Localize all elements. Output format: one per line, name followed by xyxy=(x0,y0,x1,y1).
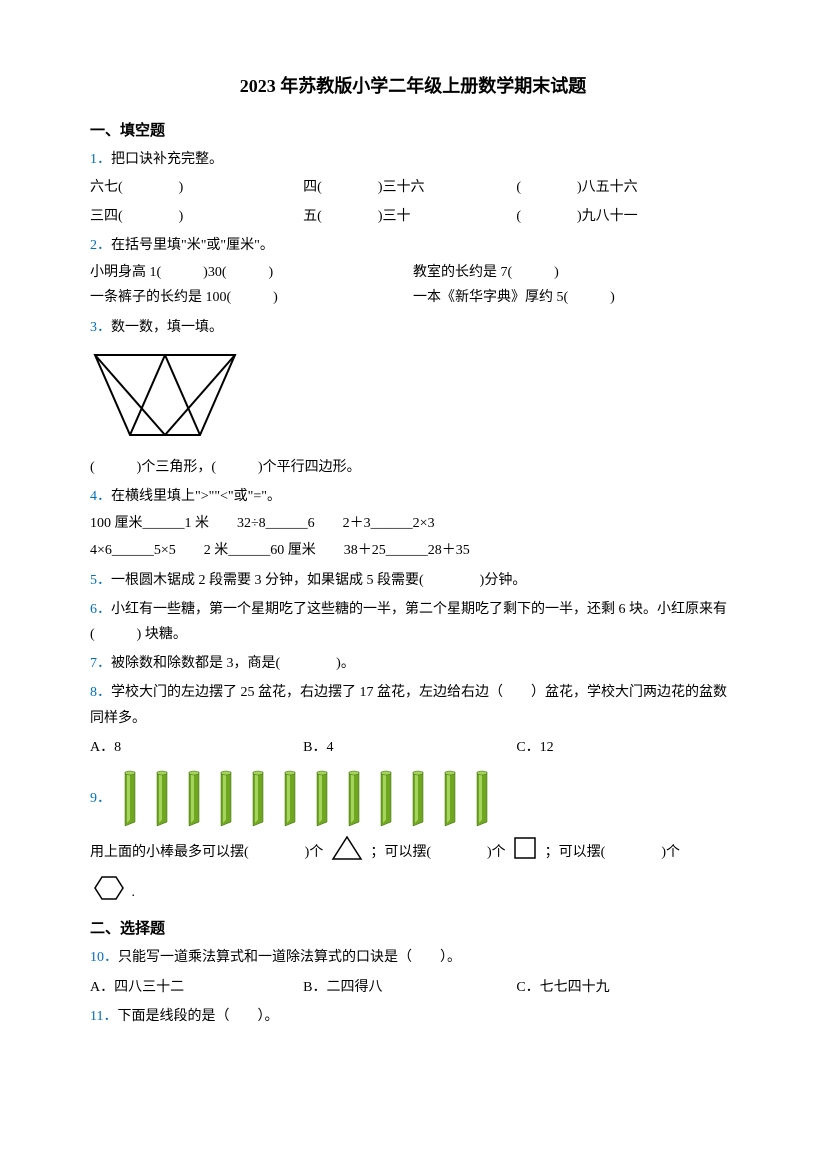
question-4: 4．在横线里填上">""<"或"="。 100 厘米______1 米 32÷8… xyxy=(90,484,736,564)
q5-num: 5． xyxy=(90,573,111,588)
question-6: 6．小红有一些糖，第一个星期吃了这些糖的一半，第二个星期吃了剩下的一半，还剩 6… xyxy=(90,597,736,647)
q9-l1a: 用上面的小棒最多可以摆( )个 xyxy=(90,845,323,860)
sticks-diagram xyxy=(117,770,495,828)
q3-num: 3． xyxy=(90,320,111,335)
q10-num: 10． xyxy=(90,950,118,965)
q3-answer: ( )个三角形，( )个平行四边形。 xyxy=(90,455,736,480)
q4-l2: 4×6______5×5 2 米______60 厘米 38＋25______2… xyxy=(90,538,736,563)
q9-l1c: ；可以摆( )个 xyxy=(545,845,680,860)
q8-optA: A．8 xyxy=(90,735,303,760)
question-8: 8．学校大门的左边摆了 25 盆花，右边摆了 17 盆花，左边给右边（ ）盆花，… xyxy=(90,680,736,760)
q7-text: 被除数和除数都是 3，商是( )。 xyxy=(111,656,355,671)
question-10: 10．只能写一道乘法算式和一道除法算式的口诀是（ ）。 A．四八三十二 B．二四… xyxy=(90,945,736,999)
q8-num: 8． xyxy=(90,685,111,700)
q11-text: 下面是线段的是（ ）。 xyxy=(117,1009,278,1024)
q8-optC: C．12 xyxy=(516,735,729,760)
q1-text: 把口诀补充完整。 xyxy=(111,152,223,167)
q10-text: 只能写一道乘法算式和一道除法算式的口诀是（ ）。 xyxy=(118,950,461,965)
q6-text: 小红有一些糖，第一个星期吃了这些糖的一半，第二个星期吃了剩下的一半，还剩 6 块… xyxy=(90,602,727,642)
q6-num: 6． xyxy=(90,602,111,617)
q2-l2b: 一本《新华字典》厚约 5( ) xyxy=(413,285,615,310)
q2-text: 在括号里填"米"或"厘米"。 xyxy=(111,238,274,253)
section1-header: 一、填空题 xyxy=(90,118,736,145)
q4-num: 4． xyxy=(90,489,111,504)
question-11: 11．下面是线段的是（ ）。 xyxy=(90,1004,736,1029)
section2-header: 二、选择题 xyxy=(90,916,736,943)
q7-num: 7． xyxy=(90,656,111,671)
q1-r2c: ( )九八十一 xyxy=(516,204,729,229)
q2-l1b: 教室的长约是 7( ) xyxy=(413,260,559,285)
question-3: 3．数一数，填一填。 ( )个三角形，( )个平行四边形。 xyxy=(90,315,736,481)
q9-num: 9． xyxy=(90,786,111,811)
q2-l1a: 小明身高 1( )30( ) xyxy=(90,260,413,285)
q1-r1c: ( )八五十六 xyxy=(516,175,729,200)
q3-diagram xyxy=(90,350,736,449)
question-1: 1．把口诀补充完整。 六七( ) 四( )三十六 ( )八五十六 三四( ) 五… xyxy=(90,147,736,229)
q1-num: 1． xyxy=(90,152,111,167)
hexagon-icon xyxy=(93,873,125,912)
question-5: 5．一根圆木锯成 2 段需要 3 分钟，如果锯成 5 段需要( )分钟。 xyxy=(90,568,736,593)
q9-l1b: ；可以摆( )个 xyxy=(370,845,505,860)
q11-num: 11． xyxy=(90,1009,117,1024)
q1-r2a: 三四( ) xyxy=(90,204,303,229)
q2-l2a: 一条裤子的长约是 100( ) xyxy=(90,285,413,310)
q2-num: 2． xyxy=(90,238,111,253)
q1-r1b: 四( )三十六 xyxy=(303,175,516,200)
square-icon xyxy=(512,835,538,870)
page-title: 2023 年苏教版小学二年级上册数学期末试题 xyxy=(90,70,736,102)
q1-r1a: 六七( ) xyxy=(90,175,303,200)
q9-end: . xyxy=(132,885,136,900)
q10-optC: C．七七四十九 xyxy=(516,975,729,1000)
q8-optB: B．4 xyxy=(303,735,516,760)
question-2: 2．在括号里填"米"或"厘米"。 小明身高 1( )30( ) 教室的长约是 7… xyxy=(90,233,736,311)
q8-text: 学校大门的左边摆了 25 盆花，右边摆了 17 盆花，左边给右边（ ）盆花，学校… xyxy=(90,685,727,725)
q10-optA: A．四八三十二 xyxy=(90,975,303,1000)
question-9: 9． xyxy=(90,764,736,912)
triangle-icon xyxy=(330,834,364,871)
q10-optB: B．二四得八 xyxy=(303,975,516,1000)
question-7: 7．被除数和除数都是 3，商是( )。 xyxy=(90,651,736,676)
q5-text: 一根圆木锯成 2 段需要 3 分钟，如果锯成 5 段需要( )分钟。 xyxy=(111,573,526,588)
q4-l1: 100 厘米______1 米 32÷8______6 2＋3______2×3 xyxy=(90,511,736,536)
q3-text: 数一数，填一填。 xyxy=(111,320,223,335)
q1-r2b: 五( )三十 xyxy=(303,204,516,229)
q4-text: 在横线里填上">""<"或"="。 xyxy=(111,489,281,504)
